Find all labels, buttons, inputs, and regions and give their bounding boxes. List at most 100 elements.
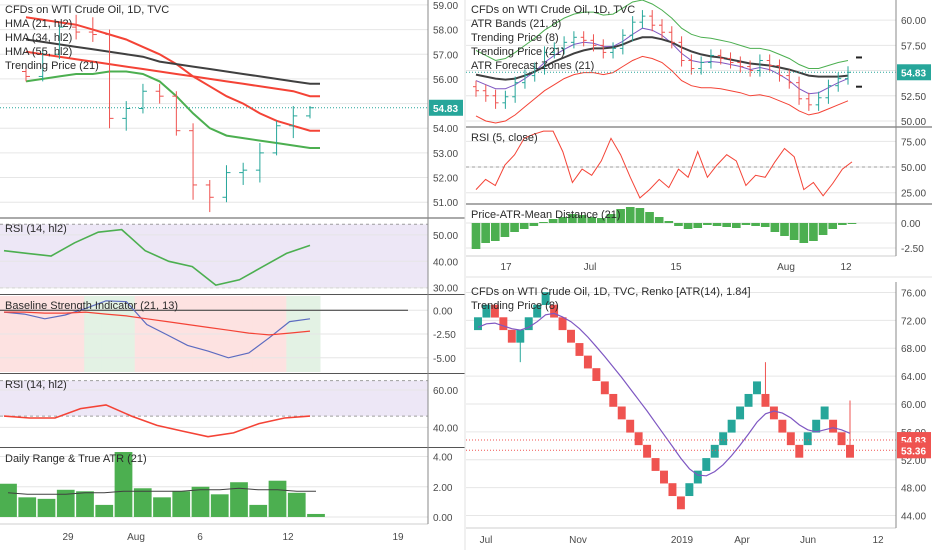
- distance-bar: [780, 223, 789, 236]
- left-baseline-strength-panel[interactable]: 0.00 -2.50 -5.00 Baseline Strength Indicato…: [0, 296, 456, 372]
- legend-entry[interactable]: Trending Price (8): [471, 300, 559, 312]
- price-tag-label: 54.83: [901, 68, 926, 79]
- legend-entry[interactable]: HMA (55, hl2): [5, 46, 72, 58]
- renko-brick: [761, 393, 770, 407]
- legend-entry[interactable]: Daily Range & True ATR (21): [5, 453, 147, 465]
- y-tick-label: 58.00: [433, 26, 458, 37]
- renko-brick: [507, 329, 516, 343]
- left-daily-range-panel[interactable]: 4.00 2.00 0.00 Daily Range & True ATR (21): [0, 452, 453, 524]
- renko-brick: [803, 432, 812, 446]
- renko-brick: [617, 406, 626, 420]
- legend-entry[interactable]: HMA (21, hl2): [5, 18, 72, 30]
- distance-bar: [510, 223, 519, 232]
- distance-bar: [519, 223, 529, 229]
- y-tick-label: 30.00: [433, 284, 458, 295]
- distance-bar: [828, 223, 838, 229]
- y-tick-label: 57.50: [901, 41, 926, 52]
- distance-bar: [789, 223, 799, 240]
- renko-brick: [744, 393, 753, 407]
- distance-bar: [539, 222, 548, 223]
- x-tick-label: Aug: [777, 262, 795, 273]
- y-tick-label: 44.00: [901, 512, 926, 523]
- y-tick-label: 52.00: [901, 456, 926, 467]
- y-tick-label: 50.00: [901, 117, 926, 128]
- distance-bar: [645, 212, 654, 223]
- renko-brick: [676, 496, 685, 510]
- legend-entry[interactable]: HMA (34, hl2): [5, 32, 72, 44]
- legend-entry[interactable]: CFDs on WTI Crude Oil, 1D, TVC: [5, 4, 169, 16]
- renko-brick: [693, 470, 702, 484]
- right-rsi-panel[interactable]: 75.00 50.00 25.00 RSI (5, close): [466, 130, 926, 200]
- renko-brick: [727, 419, 736, 433]
- right-time-axis[interactable]: 17 Jul 15 Aug 12: [466, 255, 896, 273]
- y-tick-label: 60.00: [901, 16, 926, 27]
- renko-brick: [550, 304, 559, 318]
- x-tick-label: Jul: [480, 535, 493, 546]
- renko-brick: [837, 432, 846, 446]
- range-bar: [95, 504, 114, 517]
- price-tag-label: 53.36: [901, 446, 926, 457]
- right-price-atr-distance-panel[interactable]: 0.00 -2.50 Price-ATR-Mean Distance (21): [466, 207, 924, 255]
- renko-brick: [685, 483, 694, 497]
- distance-bar: [490, 223, 500, 241]
- atr-line: [7, 487, 316, 495]
- rsi-line: [3, 404, 311, 438]
- y-tick-label: 40.00: [433, 423, 458, 434]
- y-tick-label: 4.00: [433, 453, 453, 464]
- distance-bar: [809, 223, 818, 241]
- distance-bar: [558, 217, 568, 223]
- range-bar: [172, 491, 191, 517]
- left-price-panel[interactable]: 59.0058.0057.0056.0055.0054.0053.0052.00…: [0, 1, 463, 213]
- distance-bar: [731, 223, 741, 228]
- renko-brick: [710, 444, 719, 458]
- renko-brick: [541, 292, 550, 306]
- y-tick-label: 0.00: [433, 306, 453, 317]
- legend-entry[interactable]: Baseline Strength Indicator (21, 13): [5, 300, 178, 312]
- x-tick-label: 12: [872, 535, 884, 546]
- x-tick-label: 29: [62, 532, 74, 543]
- renko-brick: [795, 444, 804, 458]
- legend-entry[interactable]: Trending Price (21): [471, 46, 565, 58]
- y-tick-label: 72.00: [901, 316, 926, 327]
- legend-entry[interactable]: RSI (14, hl2): [5, 379, 67, 391]
- legend-entry[interactable]: Trending Price (21): [5, 60, 99, 72]
- legend-entry[interactable]: Trending Price (8): [471, 32, 559, 44]
- distance-bar: [606, 214, 616, 223]
- band-line: [475, 0, 849, 69]
- legend-entry[interactable]: ATR Bands (21, 8): [471, 18, 561, 30]
- renko-brick: [786, 432, 795, 446]
- price-tag-label: 54.83: [433, 104, 458, 115]
- distance-bar: [703, 223, 712, 225]
- legend-entry[interactable]: RSI (5, close): [471, 132, 538, 144]
- distance-bar: [722, 223, 731, 227]
- renko-brick: [643, 444, 652, 458]
- left-rsi-panel[interactable]: 50.00 40.00 30.00 RSI (14, hl2): [0, 223, 458, 295]
- distance-bar: [597, 218, 606, 223]
- indicator-line: [25, 50, 320, 98]
- range-bar: [37, 498, 56, 517]
- legend-entry[interactable]: Price-ATR-Mean Distance (21): [471, 209, 621, 221]
- left-time-axis[interactable]: 29 Aug 6 12 19: [0, 523, 428, 543]
- y-tick-label: 60.00: [901, 400, 926, 411]
- legend-entry[interactable]: RSI (14, hl2): [5, 223, 67, 235]
- y-tick-label: -2.50: [433, 330, 456, 341]
- legend-entry[interactable]: CFDs on WTI Crude Oil, 1D, TVC: [471, 4, 635, 16]
- legend-entry[interactable]: CFDs on WTI Crude Oil, 1D, TVC, Renko [A…: [471, 286, 751, 298]
- distance-bar: [625, 207, 635, 223]
- renko-panel[interactable]: 76.0072.0068.0064.0060.0056.0052.0048.00…: [466, 286, 931, 523]
- legend-entry[interactable]: ATR Forecast Zones (21): [471, 60, 594, 72]
- distance-bar: [500, 223, 510, 237]
- distance-bar: [664, 221, 674, 223]
- price-tag: [429, 99, 463, 116]
- x-tick-label: 17: [500, 262, 512, 273]
- renko-time-axis[interactable]: Jul Nov 2019 Apr Jun 12: [466, 527, 896, 546]
- range-bar: [56, 489, 75, 517]
- y-tick-label: 50.00: [901, 163, 926, 174]
- x-tick-label: 12: [840, 262, 852, 273]
- y-tick-label: 57.00: [433, 50, 458, 61]
- y-tick-label: 51.00: [433, 198, 458, 209]
- x-tick-label: Jun: [800, 535, 816, 546]
- left-rsi-secondary-panel[interactable]: 60.00 40.00 RSI (14, hl2): [0, 379, 458, 438]
